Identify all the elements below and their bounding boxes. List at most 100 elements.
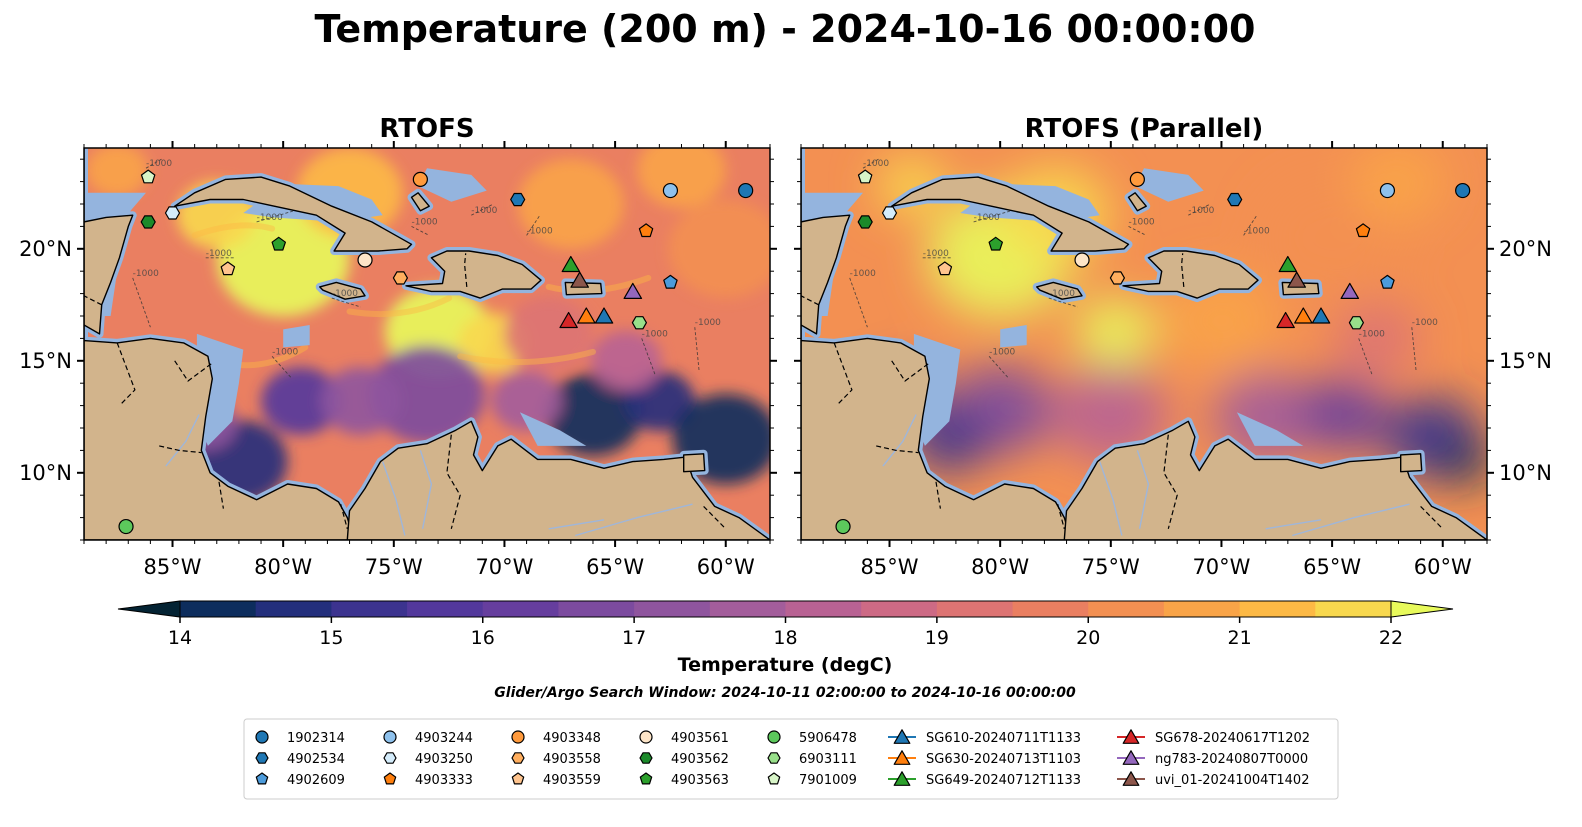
map-area: -1000 -1000 -1000 -1000 -1000 -1000 -1000 -1000… (84, 148, 770, 540)
panel-title: RTOFS (Parallel) (1025, 114, 1264, 144)
legend-entry: 4903559 (511, 772, 601, 788)
country-border (935, 481, 941, 509)
legend-label: 4903559 (543, 773, 601, 788)
land-central (801, 148, 851, 540)
isobath-label: -1000 (527, 226, 553, 236)
colorbar-tick-label: 17 (622, 627, 646, 649)
colorbar-segment (482, 601, 559, 617)
colorbar: 14 15 16 17 18 19 20 21 22 (117, 600, 1454, 649)
temperature-anomaly (320, 367, 401, 435)
isobath-label: -1000 (257, 213, 283, 223)
isobath-label: -1000 (989, 347, 1015, 357)
temperature-anomaly (637, 148, 726, 209)
temperature-anomaly (1349, 148, 1448, 223)
isobath-label: -1000 (923, 249, 949, 259)
colorbar-segment (1315, 601, 1392, 617)
country-border (833, 342, 853, 404)
legend-marker (893, 729, 911, 744)
legend-entry: 6903111 (767, 752, 857, 767)
country-border (159, 445, 202, 454)
observation-4902609 (663, 274, 678, 289)
legend-entry: SG610-20240711T1133 (888, 729, 1081, 746)
legend-marker (383, 752, 397, 764)
colorbar-segment (785, 601, 862, 617)
temperature-anomaly (261, 367, 341, 435)
river (165, 414, 200, 467)
colorbar-segment (1012, 601, 1089, 617)
legend-marker (893, 771, 911, 786)
isobath-contour (331, 297, 361, 308)
isobath-label: -1000 (1188, 206, 1214, 216)
legend-label: ng783-20240807T0000 (1155, 752, 1308, 767)
observation-7901009 (857, 169, 873, 184)
observation-7901009 (140, 169, 156, 184)
x-tick-label: 70°W (1192, 555, 1250, 579)
axis-ticks (77, 141, 777, 547)
isobath-contour (526, 214, 541, 236)
x-tick-label: 65°W (586, 555, 644, 579)
observation-1902314 (1455, 182, 1471, 199)
observation-4903250 (881, 206, 898, 220)
eddy-swirls (191, 222, 652, 369)
legend-label: 4903250 (415, 752, 473, 767)
legend-marker (639, 772, 653, 785)
legend-marker (639, 730, 653, 744)
legend-marker (767, 772, 781, 785)
colorbar-segment (407, 601, 484, 617)
observation-SG610-20240711T1133 (1311, 307, 1331, 324)
observation-4902534 (1227, 192, 1243, 207)
temperature-anomaly (668, 199, 770, 298)
observation-4903558 (392, 271, 408, 285)
land-isl (1127, 192, 1147, 212)
observation-1902314 (738, 182, 754, 199)
legend-label: 4903348 (543, 731, 601, 746)
legend: 1902314 4902534 4902609 4903244 4903250 49033… (243, 718, 1339, 800)
colorbar-segment (861, 601, 938, 617)
isobath-contour (145, 158, 162, 169)
isobath-contour (694, 327, 700, 373)
legend-entry: SG678-20240617T1202 (1117, 729, 1310, 746)
isobath-contour (1358, 338, 1373, 375)
legend-entry: 7901009 (767, 772, 857, 788)
observation-SG678-20240617T1202 (559, 311, 578, 329)
country-border (801, 295, 819, 306)
observation-SG678-20240617T1202 (1276, 311, 1295, 329)
isobath-contour (1048, 297, 1078, 308)
x-tick-label: 65°W (1303, 555, 1361, 579)
country-border (1420, 505, 1444, 530)
temperature-anomaly (504, 296, 593, 372)
isobath-label: -1000 (146, 159, 172, 169)
legend-marker (255, 730, 269, 744)
x-tick-label: 60°W (1414, 555, 1472, 579)
legend-entry: 4903333 (383, 772, 473, 788)
observation-4903561 (357, 252, 373, 268)
isobath-label: -1000 (471, 206, 497, 216)
land-isl (410, 192, 430, 212)
country-border (116, 342, 136, 404)
legend-label: 4903563 (671, 773, 729, 788)
legend-marker (383, 730, 397, 744)
map-panel-rtofs-parallel: RTOFS (Parallel)-1000-1000-1000-1000-100… (794, 114, 1552, 579)
legend-entry: 1902314 (255, 730, 345, 746)
isobath-contour (1411, 327, 1417, 373)
temperature-anomaly (369, 345, 485, 444)
axis-ticks (794, 141, 1494, 547)
legend-marker (383, 772, 397, 785)
eddy-swirl (191, 222, 276, 239)
colorbar-segment (1088, 601, 1165, 617)
legend-entry: 4903561 (639, 730, 729, 746)
x-tick-label: 75°W (365, 555, 423, 579)
legend-label: 4903558 (543, 752, 601, 767)
legend-entry: 4903244 (383, 730, 473, 746)
legend-label: 7901009 (799, 773, 857, 788)
observation-6903111 (631, 316, 648, 330)
legend-entry: 4903562 (639, 752, 729, 767)
isobath-contour (1188, 203, 1211, 216)
observation-5906478 (118, 518, 134, 535)
colorbar-extend-max (1390, 600, 1454, 618)
legend-entry: SG649-20240712T1133 (888, 771, 1081, 788)
legend-marker (767, 730, 781, 744)
river (1265, 519, 1322, 530)
isobath-label: -1000 (695, 318, 721, 328)
isobath-label: -1000 (1412, 318, 1438, 328)
